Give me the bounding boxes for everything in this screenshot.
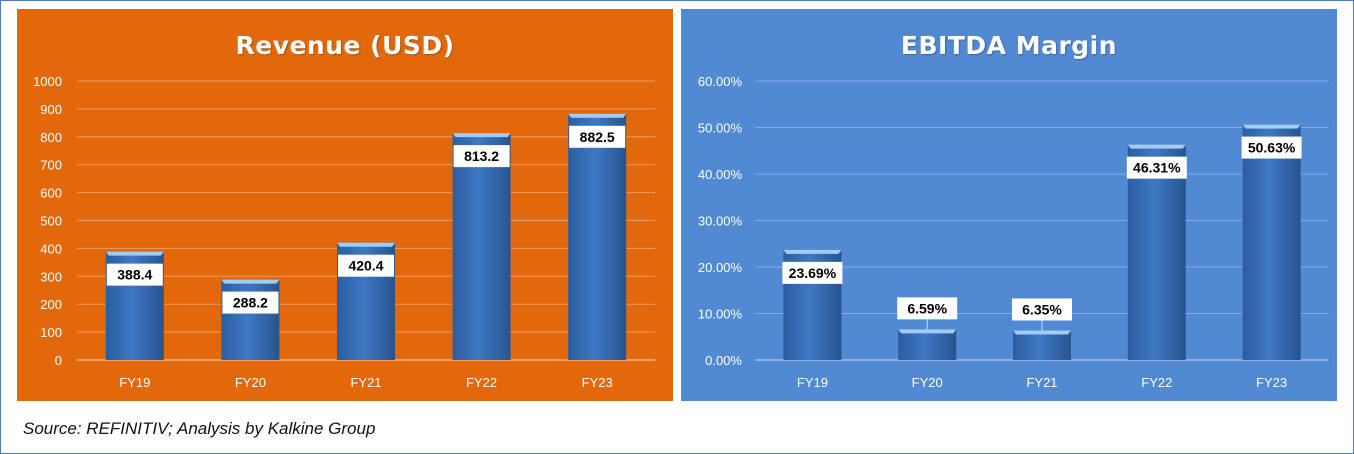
ebitda-y-tick-label: 10.00% (698, 307, 743, 322)
ebitda-chart-title: EBITDA Margin (900, 31, 1118, 60)
revenue-y-tick-label: 500 (40, 214, 62, 229)
revenue-data-label-fy23: 882.5 (580, 129, 615, 145)
revenue-y-tick-label: 1000 (33, 74, 62, 89)
ebitda-data-label-fy23: 50.63% (1248, 140, 1296, 156)
ebitda-bar-cap-fy21 (1013, 330, 1071, 335)
ebitda-data-label-fy19: 23.69% (789, 265, 837, 281)
ebitda-bar-cap-fy23 (1242, 124, 1301, 129)
revenue-bar-cap-fy20 (221, 279, 280, 284)
revenue-bar-fy22 (452, 133, 511, 360)
ebitda-chart: 0.00% 10.00% 20.00% 30.00% 40.00% 50.00% 60.00… (698, 74, 1329, 390)
ebitda-data-label-fy21: 6.35% (1022, 301, 1062, 317)
ebitda-y-tick-label: 30.00% (698, 214, 743, 229)
revenue-x-tick-label-fy19: FY19 (119, 375, 150, 390)
ebitda-chart-panel: EBITDA Margin 0.00% 10.00% 20.00% 30.00% 40.… (681, 9, 1337, 401)
revenue-y-tick-label: 600 (40, 186, 62, 201)
source-note: Source: REFINITIV; Analysis by Kalkine G… (23, 419, 376, 438)
revenue-y-tick-label: 300 (40, 269, 62, 284)
ebitda-x-tick-label-fy23: FY23 (1256, 375, 1287, 390)
revenue-bar-cap-fy23 (568, 113, 627, 118)
revenue-x-tick-label-fy23: FY23 (582, 375, 613, 390)
ebitda-x-tick-label-fy20: FY20 (912, 375, 943, 390)
revenue-y-tick-label: 100 (40, 325, 62, 340)
revenue-bar-cap-fy22 (452, 133, 511, 138)
revenue-chart: 0 100 200 300 400 500 600 700 800 900 1000 388.4 FY1… (33, 74, 655, 390)
revenue-x-tick-label-fy21: FY21 (350, 375, 381, 390)
ebitda-bar-fy20 (898, 329, 957, 360)
revenue-y-tick-label: 900 (40, 102, 62, 117)
revenue-data-label-fy19: 388.4 (117, 267, 152, 283)
revenue-chart-panel: Revenue (USD) 0 100 200 300 400 500 600 700 800 9… (17, 9, 673, 401)
revenue-bar-fy23 (568, 113, 627, 360)
ebitda-y-tick-label: 0.00% (705, 353, 742, 368)
ebitda-y-tick-label: 20.00% (698, 260, 743, 275)
revenue-y-tick-label: 700 (40, 158, 62, 173)
revenue-data-label-box-fy21 (338, 254, 394, 277)
revenue-y-tick-label: 200 (40, 297, 62, 312)
ebitda-x-tick-label-fy21: FY21 (1026, 375, 1057, 390)
ebitda-data-label-box-fy22 (1126, 156, 1187, 179)
ebitda-bar-cap-fy19 (783, 249, 842, 254)
ebitda-data-label-fy22: 46.31% (1133, 160, 1181, 176)
revenue-data-label-box-fy20 (222, 291, 279, 314)
ebitda-x-tick-label-fy19: FY19 (797, 375, 828, 390)
ebitda-bar-cap-fy22 (1127, 144, 1186, 149)
ebitda-bar-fy21 (1013, 330, 1071, 360)
revenue-data-label-box-fy19 (106, 263, 163, 286)
ebitda-data-label-fy20: 6.59% (907, 300, 947, 316)
revenue-bar-cap-fy19 (105, 251, 164, 256)
revenue-y-tick-label: 400 (40, 241, 62, 256)
ebitda-bar-cap-fy20 (898, 329, 957, 334)
revenue-bar-cap-fy21 (337, 242, 395, 247)
revenue-y-tick-label: 0 (55, 353, 62, 368)
ebitda-y-tick-label: 60.00% (698, 74, 743, 89)
ebitda-data-label-box-fy23 (1241, 136, 1302, 159)
ebitda-data-label-box-fy20 (897, 297, 958, 320)
revenue-x-tick-label-fy20: FY20 (235, 375, 266, 390)
ebitda-bar-fy22 (1127, 144, 1186, 360)
revenue-data-label-fy21: 420.4 (348, 258, 383, 274)
ebitda-data-label-box-fy19 (782, 261, 843, 284)
revenue-data-label-fy20: 288.2 (233, 295, 268, 311)
ebitda-data-label-box-fy21 (1012, 298, 1072, 321)
ebitda-y-tick-label: 50.00% (698, 121, 743, 136)
ebitda-y-tick-label: 40.00% (698, 167, 743, 182)
revenue-data-label-box-fy23 (569, 125, 626, 148)
revenue-chart-title: Revenue (USD) (235, 31, 455, 60)
ebitda-x-tick-label-fy22: FY22 (1141, 375, 1172, 390)
revenue-data-label-fy22: 813.2 (464, 148, 499, 164)
revenue-x-tick-label-fy22: FY22 (466, 375, 497, 390)
revenue-y-tick-label: 800 (40, 130, 62, 145)
revenue-data-label-box-fy22 (453, 145, 510, 168)
ebitda-bar-fy23 (1242, 124, 1301, 361)
